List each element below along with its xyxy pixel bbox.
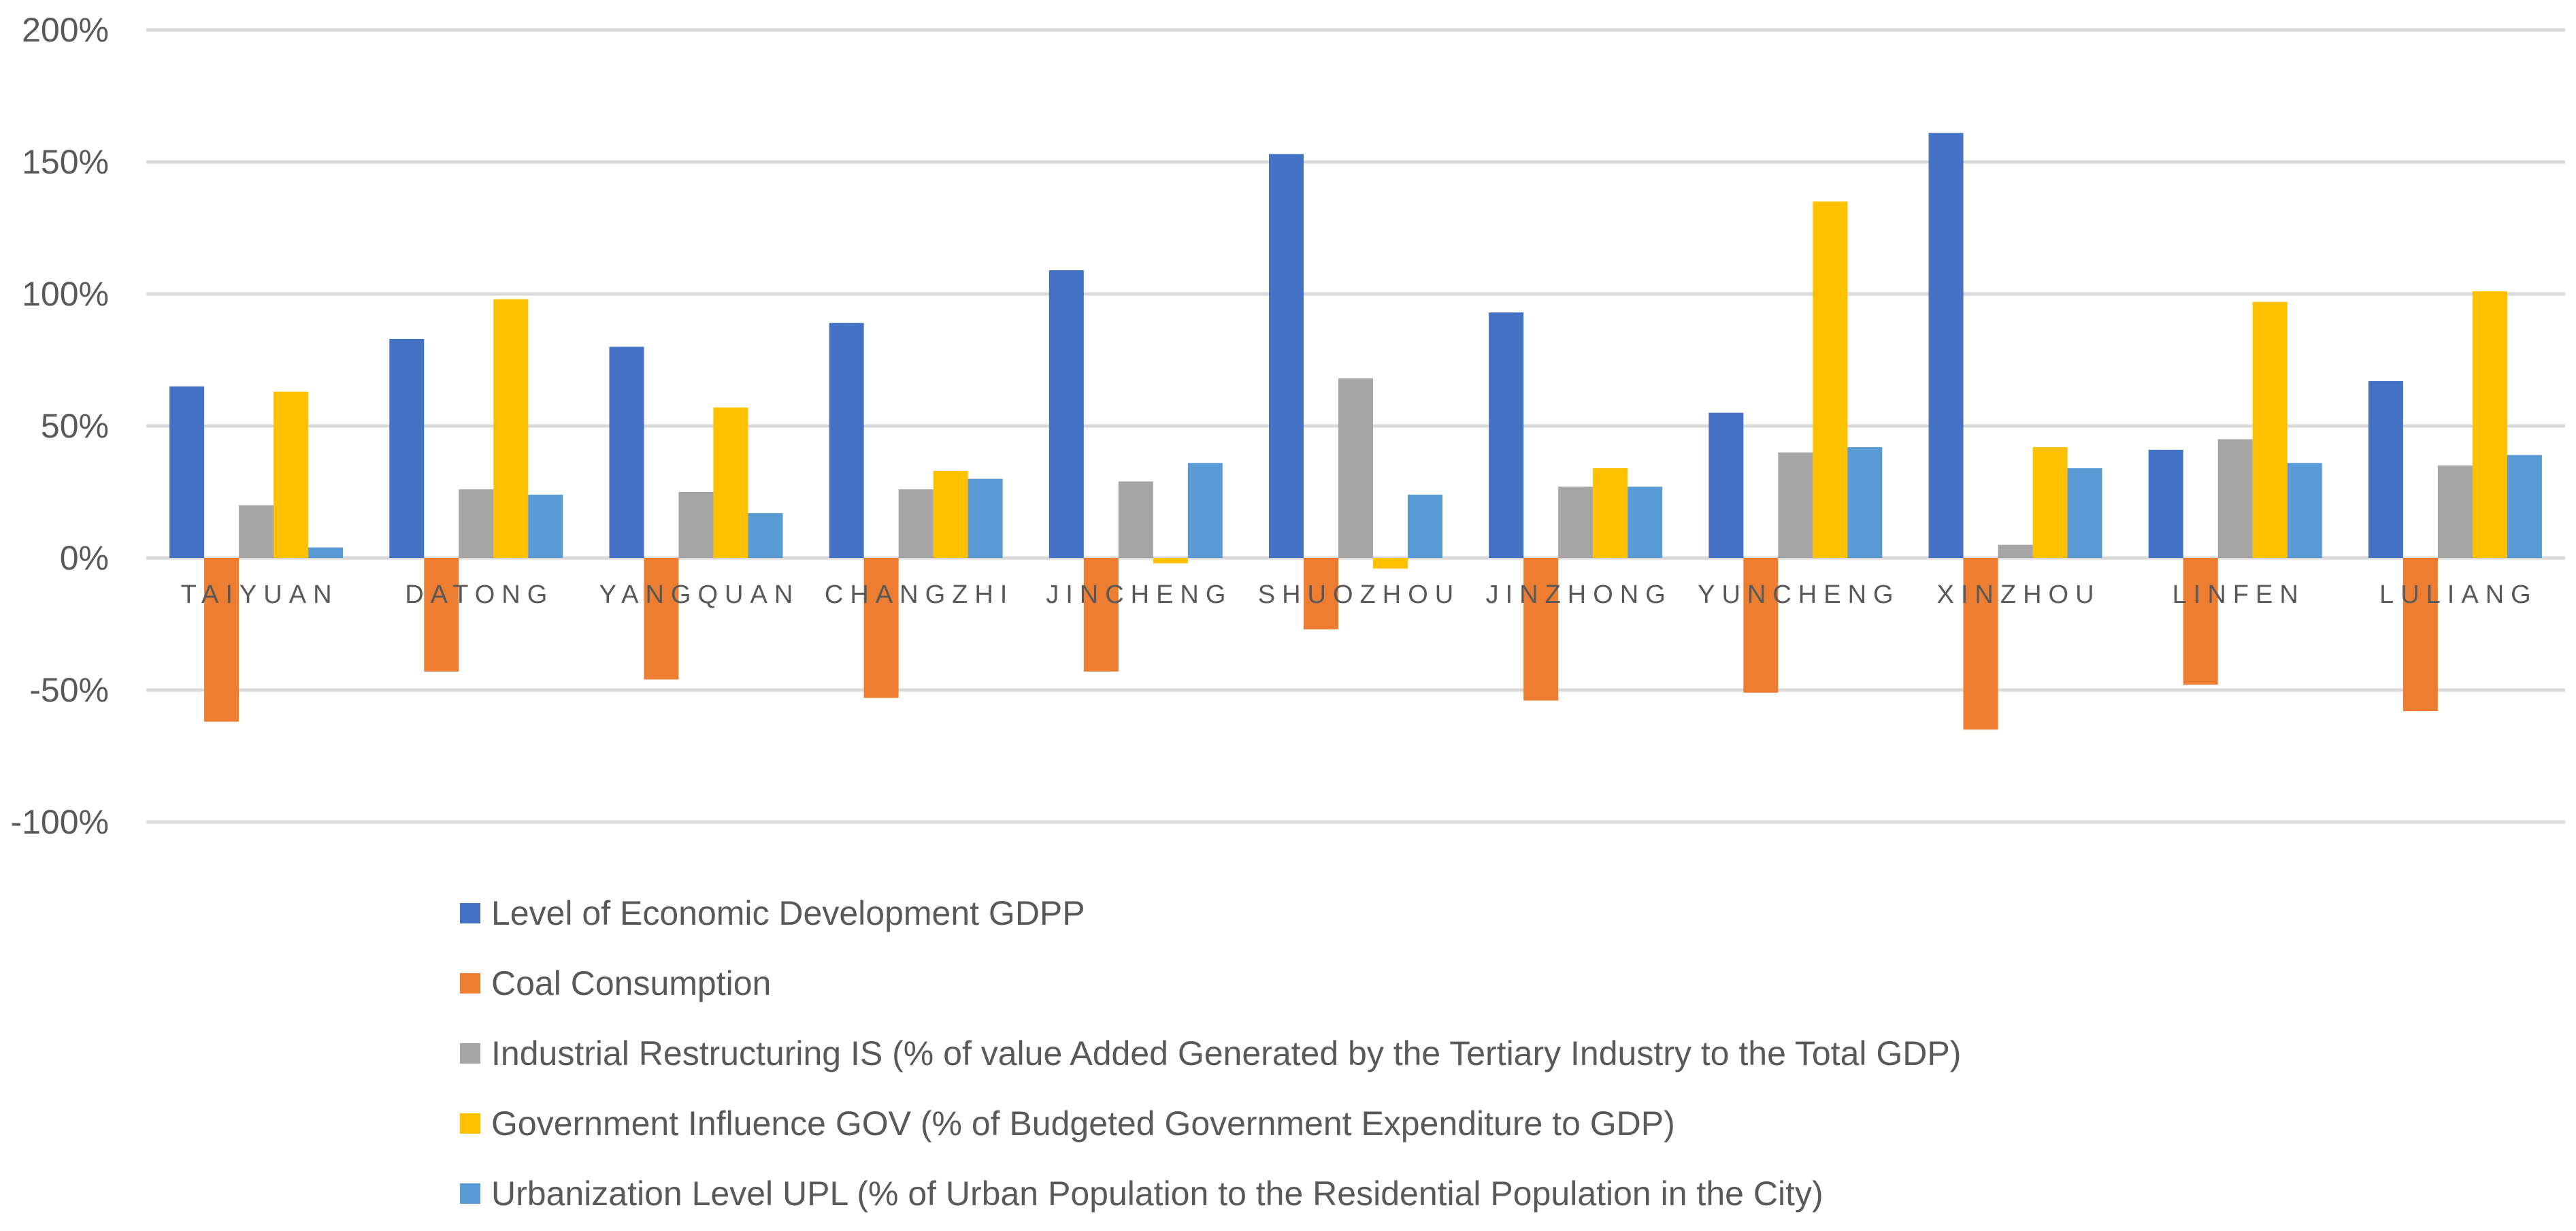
bar (2032, 447, 2068, 558)
bar (1304, 558, 1338, 629)
bar (2402, 558, 2438, 712)
bar (1408, 494, 1442, 558)
x-tick-label: JINZHONG (1486, 580, 1672, 609)
x-tick-label: YANGQUAN (599, 580, 800, 609)
x-axis-category-labels: TAIYUAN DATONG YANGQUAN CHANGZHI JINCHENG SHU… (181, 580, 2538, 609)
y-tick-label: -100% (10, 803, 109, 837)
legend-label: Coal Consumption (491, 964, 772, 1002)
legend-label: Urbanization Level UPL (% of Urban Popul… (491, 1174, 1823, 1213)
bar (2437, 465, 2473, 558)
bar (748, 513, 783, 558)
bar (2368, 381, 2403, 558)
bar (1153, 558, 1188, 563)
bar (1048, 270, 1084, 558)
bar (1593, 468, 1628, 558)
bar (2217, 439, 2253, 558)
bar (898, 489, 934, 558)
y-axis-tick-labels: 200% 150% 100% 50% 0% -50% -100% (10, 11, 109, 837)
bar (968, 478, 1003, 558)
bar (1489, 312, 1524, 558)
bar (308, 547, 344, 558)
legend-item: Government Influence GOV (% of Budgeted … (460, 1088, 2501, 1158)
bar (609, 346, 644, 558)
bar (1083, 558, 1119, 672)
bar (2148, 449, 2183, 558)
legend-label: Government Influence GOV (% of Budgeted … (491, 1104, 1675, 1143)
bar (863, 558, 899, 698)
bar (2252, 301, 2288, 558)
bar-chart: 200% 150% 100% 50% 0% -50% -100% TAIYUAN DATONG… (10, 11, 2565, 837)
bar (204, 558, 240, 722)
bar (1998, 544, 2033, 558)
bar (1338, 378, 1373, 558)
x-tick-label: LULIANG (2379, 580, 2538, 609)
legend-item: Coal Consumption (460, 948, 2501, 1018)
x-tick-label: YUNCHENG (1698, 580, 1900, 609)
x-tick-label: JINCHENG (1046, 580, 1232, 609)
y-tick-label: -50% (29, 671, 109, 709)
y-tick-label: 200% (22, 11, 109, 49)
bars (169, 133, 2542, 730)
bar (493, 299, 529, 558)
bar (1963, 558, 1998, 730)
bar (713, 407, 748, 558)
legend: Level of Economic Development GDPP Coal C… (460, 878, 2501, 1228)
legend-item: Urbanization Level UPL (% of Urban Popul… (460, 1158, 2501, 1228)
bar (1743, 558, 1779, 693)
x-tick-label: DATONG (405, 580, 554, 609)
bar (1847, 447, 1883, 558)
legend-swatch (460, 1183, 480, 1204)
y-tick-label: 150% (22, 143, 109, 181)
bar (933, 470, 968, 558)
bar (2507, 455, 2542, 558)
legend-swatch (460, 902, 480, 923)
legend-swatch (460, 1043, 480, 1064)
bar (1558, 487, 1594, 558)
y-tick-label: 50% (41, 407, 109, 445)
bar (1708, 412, 1744, 558)
bar (1187, 463, 1223, 558)
bar (169, 386, 205, 558)
bar (1928, 133, 1964, 558)
bar (239, 505, 274, 558)
bar (1628, 487, 1663, 558)
bar (459, 489, 494, 558)
bar (1118, 481, 1153, 558)
bar (678, 492, 714, 558)
bar (1373, 558, 1408, 569)
x-tick-label: TAIYUAN (181, 580, 339, 609)
bar (2287, 463, 2322, 558)
x-tick-label: LINFEN (2173, 580, 2305, 609)
bar (1523, 558, 1559, 701)
x-tick-label: SHUOZHOU (1258, 580, 1460, 609)
bar (528, 494, 563, 558)
bar (424, 558, 459, 672)
bar (1778, 452, 1813, 558)
bar (2183, 558, 2218, 685)
bar (1813, 201, 1848, 558)
legend-label: Industrial Restructuring IS (% of value … (491, 1034, 1962, 1072)
bar (1269, 154, 1304, 559)
legend-label: Level of Economic Development GDPP (491, 893, 1085, 932)
bar (644, 558, 679, 680)
bar (389, 338, 425, 558)
y-tick-label: 0% (60, 539, 109, 577)
legend-item: Industrial Restructuring IS (% of value … (460, 1018, 2501, 1088)
y-tick-label: 100% (22, 275, 109, 313)
bar (829, 323, 864, 558)
x-tick-label: XINZHOU (1937, 580, 2101, 609)
bar (274, 391, 309, 558)
legend-swatch (460, 1113, 480, 1134)
bar (2067, 468, 2102, 558)
x-tick-label: CHANGZHI (825, 580, 1014, 609)
bar (2472, 291, 2507, 558)
legend-swatch (460, 972, 480, 994)
legend-item: Level of Economic Development GDPP (460, 878, 2501, 948)
